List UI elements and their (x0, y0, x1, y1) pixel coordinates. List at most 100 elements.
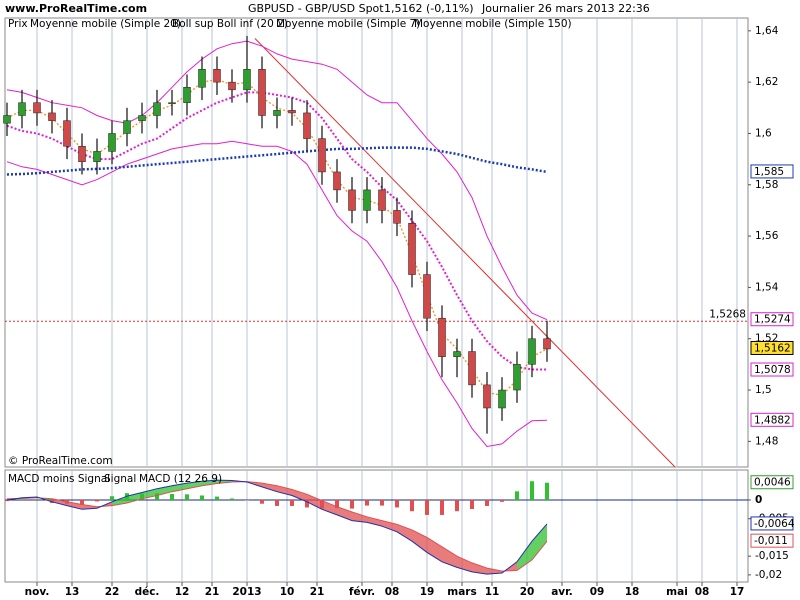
candle-body (78, 146, 86, 162)
macd-fill (457, 556, 472, 572)
candle-body (513, 364, 521, 391)
histogram-bar (335, 499, 339, 509)
y-tick-label: 1,6 (755, 127, 772, 139)
candle-body (33, 102, 41, 114)
macd-fill (322, 500, 337, 515)
candle-body (168, 102, 176, 104)
macd-fill (412, 529, 427, 553)
y-tick-label: 1,48 (755, 435, 778, 447)
title: 1,5162 (-0,11%) (384, 2, 473, 15)
histogram-bar (470, 499, 474, 509)
title: Journalier 26 mars 2013 22:36 (481, 2, 650, 15)
x-tick-label: mars (447, 586, 476, 598)
histogram-bar (260, 499, 264, 504)
candle-body (333, 171, 341, 191)
histogram-bar (365, 499, 369, 506)
y-tick-label: 1,62 (755, 76, 778, 88)
trendline (254, 38, 676, 468)
y-tick-label: 1,58 (755, 179, 778, 191)
signal-line (6, 481, 548, 572)
site: www.ProRealTime.com (5, 2, 147, 15)
histogram-bar (230, 498, 234, 500)
price-tag-label: 1,5078 (754, 364, 791, 376)
candle-body (453, 351, 461, 357)
x-tick-label: 08 (695, 586, 710, 598)
candle-body (393, 210, 401, 224)
histogram-bar (245, 499, 249, 501)
macd-line (6, 479, 548, 575)
x-tick-label: 13 (65, 586, 80, 598)
legend-label: Prix (8, 18, 28, 30)
histogram-bar (290, 499, 294, 506)
x-tick-label: févr. (349, 586, 375, 598)
level-label: 1,5268 (709, 308, 746, 320)
x-tick-label: 11 (485, 586, 500, 598)
main-panel (4, 17, 749, 468)
histogram-bar (95, 499, 99, 502)
candle-body (303, 112, 311, 139)
price-tag (750, 475, 794, 490)
histogram-bar (35, 499, 39, 500)
histogram-bar (425, 499, 429, 515)
histogram-bar (215, 496, 219, 500)
y-tick-label: 1,5 (755, 384, 772, 396)
macd-fill (367, 516, 382, 527)
histogram-bar (320, 499, 324, 509)
macd-panel (4, 469, 749, 583)
candle-body (363, 189, 371, 211)
candle-body (258, 69, 266, 116)
macd-fill (472, 562, 487, 575)
histogram-bar (440, 499, 444, 515)
candle-body (468, 351, 476, 386)
histogram-bar (485, 499, 489, 506)
candle-body (348, 189, 356, 211)
histogram-bar (20, 499, 24, 500)
price-tag-label: 1,585 (754, 166, 784, 178)
candle-body (243, 69, 251, 91)
price-tag-label: 0,0046 (754, 477, 791, 489)
x-tick-label: 22 (105, 586, 120, 598)
price-tag (750, 340, 794, 355)
macd-fill (277, 485, 292, 496)
macd-fill (307, 494, 322, 510)
legend-entry: Moyenne mobile (Simple 150) (414, 18, 572, 30)
candle-body (228, 81, 236, 91)
histogram-bar (515, 491, 519, 500)
x-tick-label: 20 (520, 586, 535, 598)
macd-fill (487, 568, 502, 575)
macd-fill (67, 501, 82, 510)
macd-fill (442, 546, 457, 568)
histogram-bar (155, 493, 159, 500)
macd-fill (292, 489, 307, 502)
histogram-bar (545, 482, 549, 500)
histogram-bar (350, 499, 354, 509)
x-tick-label: 19 (420, 586, 435, 598)
candle-body (138, 115, 146, 121)
histogram-bar (530, 481, 534, 500)
candle-body (438, 317, 446, 357)
indicator-line (6, 140, 548, 448)
candle-body (108, 133, 116, 152)
macd-fill (532, 523, 547, 560)
x-tick-label: 18 (625, 586, 640, 598)
legend-entry: Moyenne mobile (Simple 20) (30, 18, 181, 30)
x-tick-label: 09 (590, 586, 605, 598)
macd-fill (352, 511, 367, 523)
macd-fill (427, 537, 442, 562)
candle-body (378, 189, 386, 211)
macd-fill (202, 480, 217, 486)
candle-body (123, 120, 131, 134)
x-tick-label: déc. (135, 586, 160, 598)
histogram-bar (380, 499, 384, 506)
candle-body (18, 102, 26, 116)
price-tag-label: 1,5162 (754, 342, 791, 354)
price-tag-label: -0,011 (754, 535, 788, 547)
histogram-bar (500, 499, 504, 502)
histogram-bar (170, 493, 174, 500)
histogram-bar (140, 493, 144, 500)
candle-body (198, 69, 206, 88)
legend-entry: Signal (104, 473, 136, 485)
